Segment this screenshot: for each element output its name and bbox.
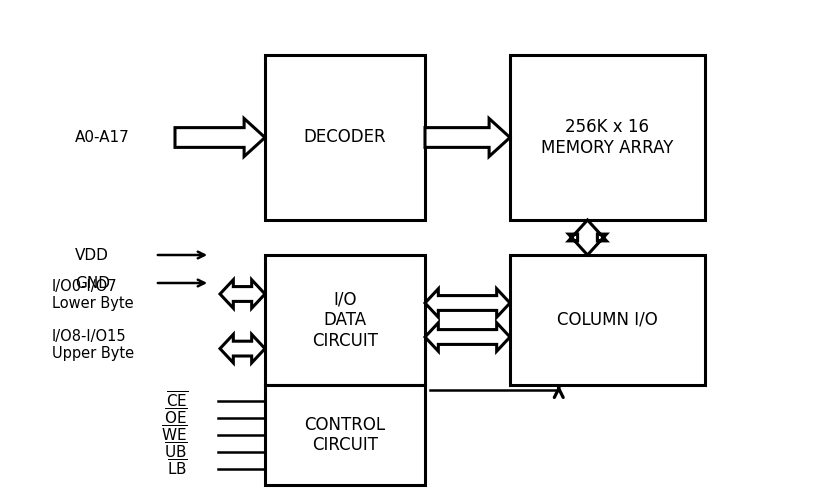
Bar bbox=[265, 385, 425, 485]
Text: $\overline{\mathrm{CE}}$: $\overline{\mathrm{CE}}$ bbox=[166, 391, 188, 411]
Polygon shape bbox=[175, 118, 265, 157]
Text: I/O0-I/O7
Lower Byte: I/O0-I/O7 Lower Byte bbox=[52, 279, 133, 311]
Text: $\overline{\mathrm{OE}}$: $\overline{\mathrm{OE}}$ bbox=[164, 408, 188, 428]
Polygon shape bbox=[219, 334, 265, 363]
Bar bbox=[509, 55, 704, 220]
Text: I/O8-I/O15
Upper Byte: I/O8-I/O15 Upper Byte bbox=[52, 329, 134, 361]
Bar bbox=[509, 255, 704, 385]
Text: A0-A17: A0-A17 bbox=[75, 131, 130, 146]
Text: VDD: VDD bbox=[75, 248, 108, 262]
Polygon shape bbox=[219, 280, 265, 308]
Text: COLUMN I/O: COLUMN I/O bbox=[556, 311, 657, 329]
Text: DECODER: DECODER bbox=[303, 129, 386, 147]
Polygon shape bbox=[568, 220, 606, 255]
Bar bbox=[265, 55, 425, 220]
Text: $\overline{\mathrm{WE}}$: $\overline{\mathrm{WE}}$ bbox=[161, 425, 188, 445]
Text: CONTROL
CIRCUIT: CONTROL CIRCUIT bbox=[304, 415, 385, 454]
Text: 256K x 16
MEMORY ARRAY: 256K x 16 MEMORY ARRAY bbox=[541, 118, 673, 157]
Text: I/O
DATA
CIRCUIT: I/O DATA CIRCUIT bbox=[311, 290, 378, 350]
Text: $\overline{\mathrm{UB}}$: $\overline{\mathrm{UB}}$ bbox=[164, 442, 188, 462]
Polygon shape bbox=[425, 118, 509, 157]
Polygon shape bbox=[425, 289, 509, 317]
Text: GND: GND bbox=[75, 275, 110, 291]
Text: $\overline{\mathrm{LB}}$: $\overline{\mathrm{LB}}$ bbox=[166, 459, 188, 479]
Bar bbox=[265, 255, 425, 385]
Polygon shape bbox=[425, 323, 509, 351]
